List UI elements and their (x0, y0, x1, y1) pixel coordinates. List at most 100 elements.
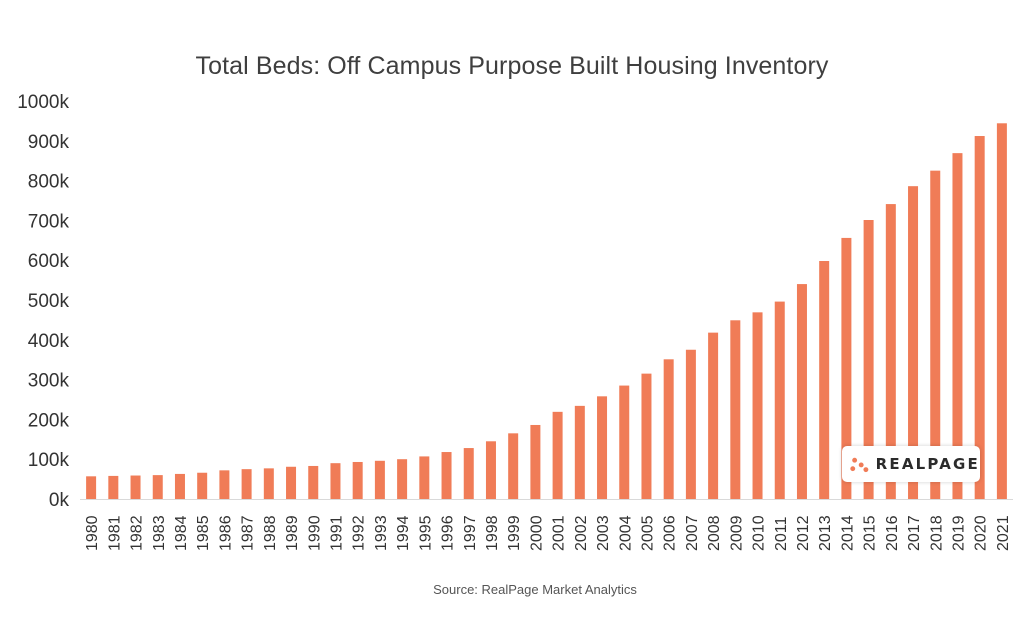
x-tick-label: 1980 (84, 515, 101, 551)
y-axis-ticks: 0k 100k 200k 300k 400k 500k 600k 700k 800k 900k 10… (17, 92, 69, 511)
bar-2002 (574, 405, 585, 499)
bar-2017 (908, 186, 919, 499)
bar-2014 (841, 237, 852, 500)
bar-1990 (308, 465, 319, 499)
bar-1988 (263, 468, 274, 499)
x-tick-label: 2013 (817, 515, 834, 551)
bars (86, 123, 1007, 500)
y-tick-label: 400k (28, 331, 70, 352)
x-tick-label: 1981 (106, 515, 123, 551)
bar-2015 (863, 220, 874, 499)
x-tick-label: 1994 (395, 515, 412, 551)
y-tick-label: 300k (28, 371, 70, 392)
bar-2004 (619, 385, 630, 499)
bar-1995 (419, 456, 430, 499)
y-tick-label: 1000k (17, 92, 69, 113)
bar-2009 (730, 320, 741, 499)
bar-2020 (974, 136, 985, 500)
x-tick-label: 2003 (595, 515, 612, 551)
bar-2000 (530, 424, 541, 499)
bar-1984 (174, 473, 185, 499)
y-tick-label: 600k (28, 251, 70, 272)
y-tick-label: 900k (28, 132, 70, 153)
bar-2005 (641, 373, 652, 499)
logo-dots-icon (850, 457, 869, 473)
bar-2003 (597, 396, 608, 499)
bar-1992 (352, 461, 363, 499)
x-tick-label: 2002 (573, 515, 590, 551)
x-tick-label: 2009 (728, 515, 745, 551)
x-tick-label: 2004 (617, 515, 634, 551)
bar-2010 (752, 312, 763, 499)
x-tick-label: 1997 (462, 515, 479, 551)
source-note: Source: RealPage Market Analytics (433, 582, 637, 597)
x-tick-label: 2017 (906, 515, 923, 551)
logo-text: REALPAGE (875, 455, 980, 473)
bar-2008 (708, 332, 719, 499)
bar-2021 (996, 123, 1007, 500)
x-tick-label: 2018 (928, 515, 945, 551)
x-tick-label: 2015 (862, 515, 879, 551)
bar-1999 (508, 433, 519, 499)
bar-1994 (397, 459, 408, 499)
bar-2013 (819, 260, 830, 499)
bar-2018 (930, 170, 941, 499)
x-tick-label: 2021 (995, 515, 1012, 551)
x-tick-label: 1993 (373, 515, 390, 551)
bar-1985 (197, 472, 208, 499)
bar-2007 (685, 349, 696, 499)
bar-2011 (774, 301, 785, 499)
x-tick-label: 1992 (351, 515, 368, 551)
x-tick-label: 2012 (795, 515, 812, 551)
x-tick-label: 1985 (195, 515, 212, 551)
x-tick-label: 1984 (173, 515, 190, 551)
x-tick-label: 2006 (662, 515, 679, 551)
x-tick-label: 1987 (240, 515, 257, 551)
y-tick-label: 100k (28, 450, 70, 471)
x-tick-label: 1982 (129, 515, 146, 551)
x-tick-label: 2016 (884, 515, 901, 551)
bar-1981 (108, 475, 119, 499)
bar-1983 (152, 475, 163, 499)
y-tick-label: 700k (28, 211, 70, 232)
bar-1998 (485, 441, 496, 499)
x-tick-label: 2010 (751, 515, 768, 551)
x-tick-label: 1990 (306, 515, 323, 551)
chart-title: Total Beds: Off Campus Purpose Built Hou… (195, 52, 829, 80)
y-tick-label: 0k (49, 490, 70, 511)
y-tick-label: 200k (28, 410, 70, 431)
x-tick-label: 2019 (950, 515, 967, 551)
x-tick-label: 2005 (639, 515, 656, 551)
x-tick-label: 1988 (262, 515, 279, 551)
bar-1993 (374, 460, 385, 499)
x-axis-ticks: 1980 1981 1982 1983 1984 1985 1986 1987 1988 1989… (84, 515, 1012, 551)
y-tick-label: 500k (28, 291, 70, 312)
bar-1996 (441, 452, 452, 499)
bar-2019 (952, 153, 963, 499)
bar-2006 (663, 359, 674, 499)
x-tick-label: 1989 (284, 515, 301, 551)
x-tick-label: 1995 (417, 515, 434, 551)
bar-1991 (330, 463, 341, 499)
bar-2016 (885, 204, 896, 499)
x-tick-label: 2007 (684, 515, 701, 551)
x-tick-label: 1999 (506, 515, 523, 551)
x-tick-label: 2011 (773, 516, 790, 551)
bar-2012 (796, 284, 807, 499)
x-tick-label: 1983 (151, 515, 168, 551)
x-tick-label: 2000 (528, 515, 545, 551)
x-tick-label: 2014 (839, 515, 856, 551)
bar-2001 (552, 411, 563, 499)
bar-1989 (286, 466, 297, 499)
y-tick-label: 800k (28, 172, 70, 193)
x-tick-label: 2020 (973, 515, 990, 551)
bar-1980 (86, 476, 97, 499)
x-tick-label: 1998 (484, 515, 501, 551)
bar-1982 (130, 475, 141, 499)
x-tick-label: 2001 (551, 515, 568, 551)
realpage-logo: REALPAGE (842, 446, 980, 482)
bar-1987 (241, 469, 252, 499)
x-tick-label: 2008 (706, 515, 723, 551)
x-tick-label: 1986 (217, 515, 234, 551)
